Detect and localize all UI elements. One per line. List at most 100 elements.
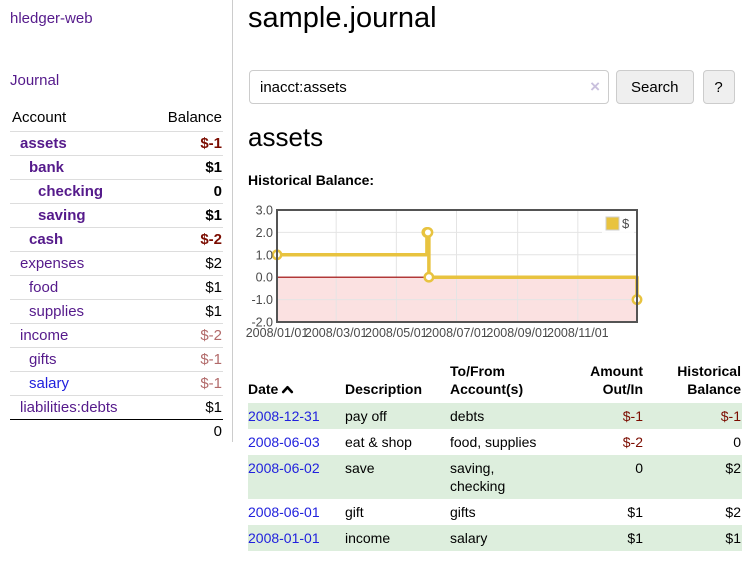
register-date-link[interactable]: 2008-01-01 — [248, 530, 320, 546]
register-description: income — [345, 530, 391, 546]
clear-search-icon[interactable]: × — [590, 77, 600, 96]
account-balance: $-2 — [149, 227, 223, 252]
account-name-cell: gifts — [10, 347, 150, 372]
sidebar-account-expenses[interactable]: expenses — [20, 255, 85, 272]
register-header-date[interactable]: Date — [248, 360, 345, 403]
svg-text:2.0: 2.0 — [256, 226, 273, 240]
account-row: salary $-1 — [10, 371, 223, 396]
register-header-description: Description — [345, 381, 423, 397]
sidebar-account-supplies[interactable]: supplies — [29, 303, 85, 320]
search-form: × Search ? — [249, 70, 735, 104]
svg-text:2008/05/01: 2008/05/01 — [365, 326, 428, 340]
search-button[interactable]: Search — [616, 70, 694, 104]
account-row: liabilities:debts $1 — [10, 395, 223, 420]
register-balance: $1 — [725, 530, 741, 546]
account-name-cell: bank — [10, 155, 150, 180]
account-heading: assets — [248, 122, 324, 152]
sidebar-account-bank[interactable]: bank — [29, 159, 65, 176]
register-accounts: saving, checking — [450, 455, 574, 499]
account-balance: $1 — [149, 395, 223, 420]
register-accounts-line: checking — [450, 478, 506, 494]
register-date-cell: 2008-06-01 — [248, 499, 345, 525]
svg-text:-1.0: -1.0 — [251, 293, 273, 307]
register-date-cell: 2008-06-03 — [248, 429, 345, 455]
svg-text:2008/11/01: 2008/11/01 — [547, 326, 609, 340]
register-description: gift — [345, 504, 364, 520]
account-name-cell: checking — [10, 179, 150, 204]
account-row: assets $-1 — [10, 131, 223, 156]
register-header-row: Date Description To/From Account(s) Amou… — [248, 360, 742, 403]
register-balance: $-1 — [720, 408, 741, 424]
svg-text:2008/07/01: 2008/07/01 — [425, 326, 488, 340]
app-title-link[interactable]: hledger-web — [10, 10, 93, 27]
account-name-cell: supplies — [10, 299, 150, 324]
account-balance: $1 — [149, 299, 223, 324]
register-accounts-line: debts — [450, 408, 485, 424]
register-description: save — [345, 460, 375, 476]
page-title: sample.journal — [248, 2, 437, 34]
register-date-link[interactable]: 2008-06-02 — [248, 460, 320, 476]
register-date-link[interactable]: 2008-06-03 — [248, 434, 320, 450]
sidebar-account-checking[interactable]: checking — [38, 183, 104, 200]
register-accounts-line: food, supplies — [450, 434, 537, 450]
svg-text:-2.0: -2.0 — [251, 316, 273, 330]
account-name-cell: liabilities:debts — [10, 395, 150, 420]
sidebar-account-saving[interactable]: saving — [38, 207, 86, 224]
account-balance: 0 — [149, 179, 223, 204]
sort-ascending-icon — [282, 385, 294, 394]
account-balance: $-1 — [149, 371, 223, 396]
account-balance: $-1 — [149, 347, 223, 372]
account-balance: $1 — [149, 155, 223, 180]
sidebar-account-gifts[interactable]: gifts — [29, 351, 57, 368]
sidebar-account-cash[interactable]: cash — [29, 231, 64, 248]
account-name-cell: assets — [10, 131, 150, 156]
accounts-header-balance: Balance — [167, 109, 222, 126]
chart-svg: $3.0 2.0 1.0 0.0 -1.0 -2.02008/01/012008/03/0… — [246, 204, 643, 340]
accounts-total-row: 0 — [10, 419, 223, 443]
sidebar-account-food[interactable]: food — [29, 279, 59, 296]
register-date-cell: 2008-01-01 — [248, 525, 345, 551]
register-description: eat & shop — [345, 434, 412, 450]
register-amount: $1 — [627, 530, 643, 546]
register-date-link[interactable]: 2008-06-01 — [248, 504, 320, 520]
account-balance: $1 — [149, 275, 223, 300]
sidebar-account-liabilities-debts[interactable]: liabilities:debts — [20, 399, 118, 416]
register-accounts: salary — [450, 525, 574, 551]
register-accounts-line: salary — [450, 530, 488, 546]
register-amount: 0 — [635, 460, 643, 476]
accounts-header-account: Account — [12, 109, 67, 126]
register-accounts: gifts — [450, 499, 574, 525]
account-row: expenses $2 — [10, 251, 223, 276]
historical-balance-chart: $3.0 2.0 1.0 0.0 -1.0 -2.0 2008/01/01 2008/03/0… — [240, 203, 742, 345]
register-amount: $-2 — [622, 434, 643, 450]
account-row: checking 0 — [10, 179, 223, 204]
sidebar-account-salary[interactable]: salary — [29, 375, 70, 392]
svg-text:2008/09/01: 2008/09/01 — [486, 326, 549, 340]
account-row: saving $1 — [10, 203, 223, 228]
register-balance: $2 — [725, 460, 741, 476]
search-box: × — [249, 70, 609, 104]
register-header-balance: Historical Balance — [677, 363, 741, 397]
account-name-cell: saving — [10, 203, 150, 228]
register-row: 2008-06-02 save saving, checking 0 $2 — [248, 455, 742, 499]
sidebar-item-journal[interactable]: Journal — [10, 72, 60, 89]
svg-text:$: $ — [622, 216, 630, 231]
sidebar-account-assets[interactable]: assets — [20, 135, 67, 152]
accounts-total-spacer — [10, 419, 150, 443]
account-balance: $-2 — [149, 323, 223, 348]
register-date-link[interactable]: 2008-12-31 — [248, 408, 320, 424]
register-row: 2008-01-01 income salary $1 $1 — [248, 525, 742, 551]
sidebar-account-income[interactable]: income — [20, 327, 69, 344]
svg-text:0.0: 0.0 — [256, 271, 273, 285]
register-date-cell: 2008-06-02 — [248, 455, 345, 499]
svg-text:2008/03/01: 2008/03/01 — [305, 326, 368, 340]
register-row: 2008-06-03 eat & shop food, supplies $-2 0 — [248, 429, 742, 455]
register-accounts: debts — [450, 403, 574, 429]
account-row: gifts $-1 — [10, 347, 223, 372]
account-balance: $-1 — [149, 131, 223, 156]
help-button[interactable]: ? — [702, 70, 735, 104]
accounts-table: Account Balance assets $-1 bank $1 checking 0… — [10, 106, 223, 443]
account-row: bank $1 — [10, 155, 223, 180]
register-row: 2008-12-31 pay off debts $-1 $-1 — [248, 403, 742, 429]
search-input[interactable] — [249, 70, 609, 104]
